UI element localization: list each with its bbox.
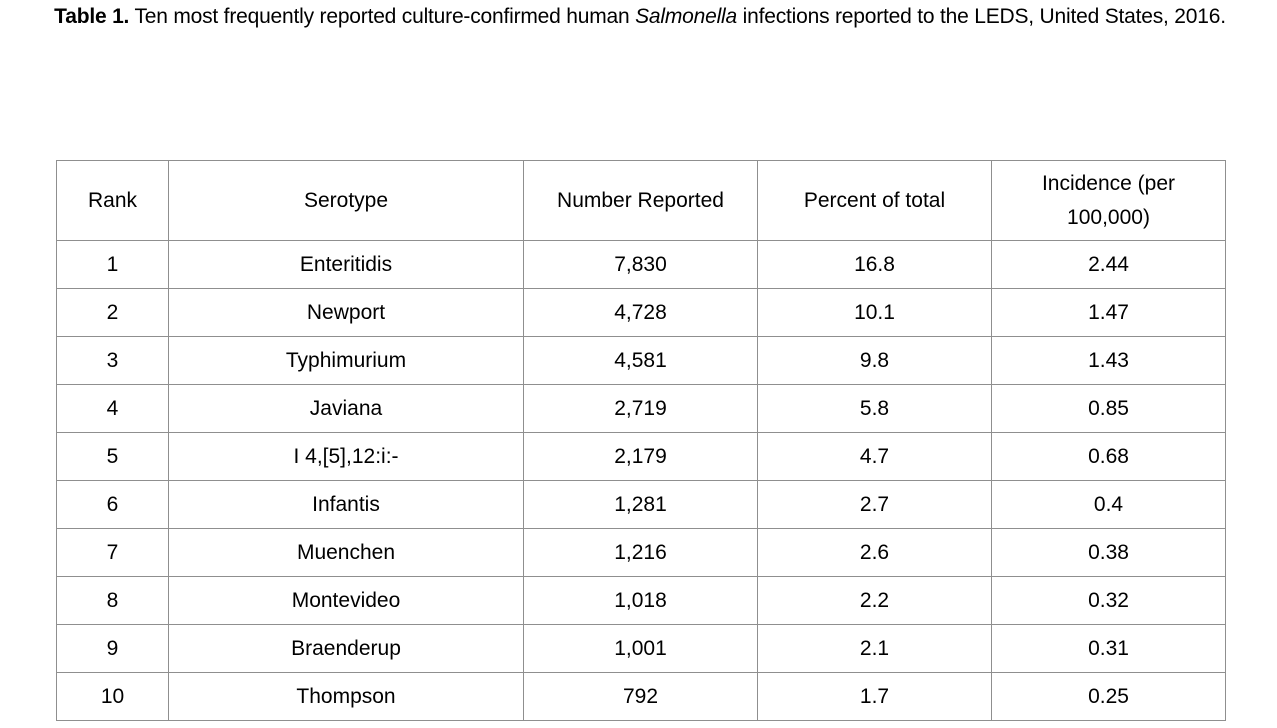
number-reported-cell: 2,179 xyxy=(523,432,758,481)
serotype-cell: I 4,[5],12:i:- xyxy=(168,432,524,481)
incidence-cell: 1.43 xyxy=(991,336,1226,385)
rank-cell: 1 xyxy=(56,240,169,289)
caption-text-before: Ten most frequently reported culture-con… xyxy=(134,5,630,28)
incidence-cell: 0.68 xyxy=(991,432,1226,481)
incidence-cell: 2.44 xyxy=(991,240,1226,289)
serotype-cell: Enteritidis xyxy=(168,240,524,289)
serotype-cell: Muenchen xyxy=(168,528,524,577)
rank-cell: 6 xyxy=(56,480,169,529)
serotype-cell: Thompson xyxy=(168,672,524,721)
rank-cell: 10 xyxy=(56,672,169,721)
number-reported-cell: 1,001 xyxy=(523,624,758,673)
percent-cell: 1.7 xyxy=(757,672,992,721)
table-row: 1 Enteritidis 7,830 16.8 2.44 xyxy=(56,240,1226,289)
incidence-cell: 1.47 xyxy=(991,288,1226,337)
incidence-cell: 0.32 xyxy=(991,576,1226,625)
percent-cell: 2.1 xyxy=(757,624,992,673)
header-percent-of-total: Percent of total xyxy=(757,160,992,241)
percent-cell: 2.7 xyxy=(757,480,992,529)
incidence-cell: 0.4 xyxy=(991,480,1226,529)
number-reported-cell: 792 xyxy=(523,672,758,721)
percent-cell: 2.6 xyxy=(757,528,992,577)
table-header-row: Rank Serotype Number Reported Percent of… xyxy=(56,160,1226,241)
number-reported-cell: 7,830 xyxy=(523,240,758,289)
caption-label: Table 1. xyxy=(54,5,130,28)
caption-italic-term: Salmonella xyxy=(635,5,738,28)
table-row: 6 Infantis 1,281 2.7 0.4 xyxy=(56,480,1226,529)
incidence-cell: 0.38 xyxy=(991,528,1226,577)
percent-cell: 9.8 xyxy=(757,336,992,385)
table-row: 8 Montevideo 1,018 2.2 0.32 xyxy=(56,576,1226,625)
serotype-cell: Javiana xyxy=(168,384,524,433)
table-body: 1 Enteritidis 7,830 16.8 2.44 2 Newport 4,728 10… xyxy=(56,240,1226,721)
header-incidence: Incidence (per 100,000) xyxy=(991,160,1226,241)
incidence-cell: 0.85 xyxy=(991,384,1226,433)
table-row: 4 Javiana 2,719 5.8 0.85 xyxy=(56,384,1226,433)
rank-cell: 2 xyxy=(56,288,169,337)
serotype-cell: Typhimurium xyxy=(168,336,524,385)
percent-cell: 2.2 xyxy=(757,576,992,625)
serotype-cell: Braenderup xyxy=(168,624,524,673)
header-serotype: Serotype xyxy=(168,160,524,241)
table-row: 3 Typhimurium 4,581 9.8 1.43 xyxy=(56,336,1226,385)
percent-cell: 4.7 xyxy=(757,432,992,481)
header-rank: Rank xyxy=(56,160,169,241)
percent-cell: 5.8 xyxy=(757,384,992,433)
table-row: 2 Newport 4,728 10.1 1.47 xyxy=(56,288,1226,337)
incidence-cell: 0.31 xyxy=(991,624,1226,673)
serotype-cell: Montevideo xyxy=(168,576,524,625)
number-reported-cell: 4,581 xyxy=(523,336,758,385)
table-row: 9 Braenderup 1,001 2.1 0.31 xyxy=(56,624,1226,673)
number-reported-cell: 1,018 xyxy=(523,576,758,625)
rank-cell: 8 xyxy=(56,576,169,625)
percent-cell: 10.1 xyxy=(757,288,992,337)
table-row: 10 Thompson 792 1.7 0.25 xyxy=(56,672,1226,721)
percent-cell: 16.8 xyxy=(757,240,992,289)
incidence-cell: 0.25 xyxy=(991,672,1226,721)
serotype-cell: Infantis xyxy=(168,480,524,529)
rank-cell: 4 xyxy=(56,384,169,433)
number-reported-cell: 1,281 xyxy=(523,480,758,529)
rank-cell: 5 xyxy=(56,432,169,481)
number-reported-cell: 1,216 xyxy=(523,528,758,577)
table-caption: Table 1. Ten most frequently reported cu… xyxy=(40,1,1240,32)
rank-cell: 3 xyxy=(56,336,169,385)
table-row: 7 Muenchen 1,216 2.6 0.38 xyxy=(56,528,1226,577)
serotype-cell: Newport xyxy=(168,288,524,337)
caption-text-after: infections reported to the LEDS, United … xyxy=(742,5,1226,28)
header-number-reported: Number Reported xyxy=(523,160,758,241)
rank-cell: 7 xyxy=(56,528,169,577)
number-reported-cell: 4,728 xyxy=(523,288,758,337)
rank-cell: 9 xyxy=(56,624,169,673)
serotype-table: Rank Serotype Number Reported Percent of… xyxy=(56,160,1226,721)
number-reported-cell: 2,719 xyxy=(523,384,758,433)
